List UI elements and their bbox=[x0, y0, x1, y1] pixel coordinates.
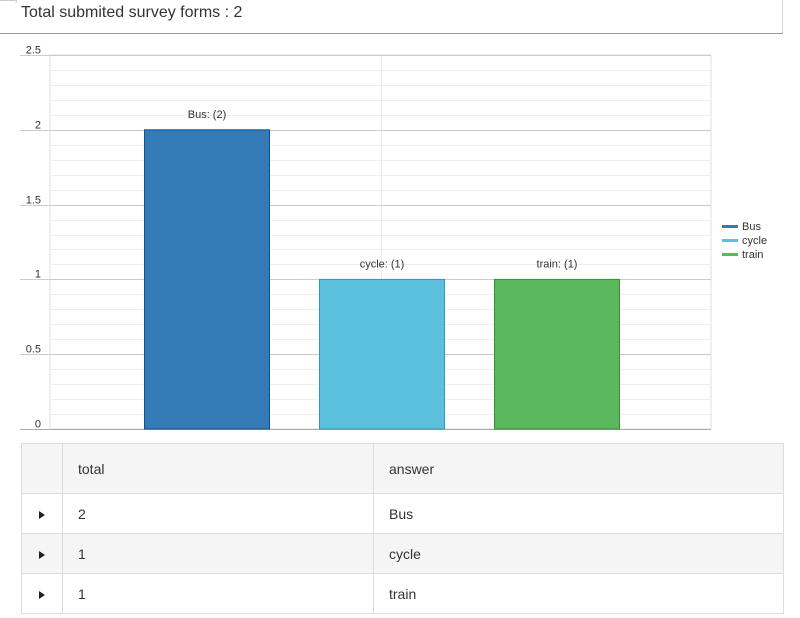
legend-label: train bbox=[742, 249, 763, 261]
bar bbox=[144, 129, 270, 430]
header-divider bbox=[782, 0, 783, 33]
expand-arrow-icon bbox=[39, 550, 45, 559]
bar-data-label: cycle: (1) bbox=[360, 258, 405, 270]
cell-answer: cycle bbox=[373, 533, 784, 574]
bar bbox=[319, 278, 445, 430]
bars bbox=[144, 129, 620, 430]
header-tab-edge bbox=[0, 0, 17, 4]
data-labels: Bus: (2) cycle: (1) train: (1) bbox=[188, 109, 578, 271]
bar-data-label: Bus: (2) bbox=[188, 109, 227, 121]
page-title: Total submited survey forms : 2 bbox=[21, 4, 243, 21]
expand-toggle[interactable] bbox=[21, 573, 63, 614]
legend-label: Bus bbox=[742, 221, 761, 233]
y-tick-label: 0 bbox=[35, 419, 41, 431]
table-row[interactable]: 1 cycle bbox=[21, 533, 784, 574]
legend-swatch bbox=[722, 253, 738, 256]
expand-toggle[interactable] bbox=[21, 533, 63, 574]
page-header: Total submited survey forms : 2 bbox=[0, 0, 783, 34]
y-axis-tick-labels: 0 0.5 1 1.5 2 2.5 bbox=[26, 45, 41, 431]
cell-answer: train bbox=[373, 573, 784, 614]
y-tick-label: 2 bbox=[35, 120, 41, 132]
bar-chart: 0 0.5 1 1.5 2 2.5 Bus: (2) cycle: (1) train: (1… bbox=[20, 45, 767, 431]
bar bbox=[494, 278, 620, 430]
expand-arrow-icon bbox=[39, 510, 45, 519]
legend-swatch bbox=[722, 225, 738, 228]
y-tick-label: 2.5 bbox=[26, 45, 41, 57]
legend-label: cycle bbox=[742, 235, 767, 247]
results-table: total answer 2 Bus 1 cycle 1 train bbox=[21, 443, 784, 614]
column-header-total[interactable]: total bbox=[62, 443, 374, 494]
legend: Bus cycle train bbox=[722, 221, 767, 261]
cell-total: 1 bbox=[62, 533, 374, 574]
expand-toggle[interactable] bbox=[21, 493, 63, 534]
column-header-answer[interactable]: answer bbox=[373, 443, 784, 494]
table-row[interactable]: 2 Bus bbox=[21, 493, 784, 534]
cell-total: 1 bbox=[62, 573, 374, 614]
y-tick-label: 0.5 bbox=[26, 344, 41, 356]
y-tick-label: 1 bbox=[35, 269, 41, 281]
bar-data-label: train: (1) bbox=[537, 258, 578, 270]
table-row[interactable]: 1 train bbox=[21, 573, 784, 614]
cell-total: 2 bbox=[62, 493, 374, 534]
cell-answer: Bus bbox=[373, 493, 784, 534]
legend-swatch bbox=[722, 239, 738, 242]
y-tick-label: 1.5 bbox=[26, 195, 41, 207]
table-header-row: total answer bbox=[21, 443, 784, 494]
expand-column-header bbox=[21, 443, 63, 494]
expand-arrow-icon bbox=[39, 590, 45, 599]
